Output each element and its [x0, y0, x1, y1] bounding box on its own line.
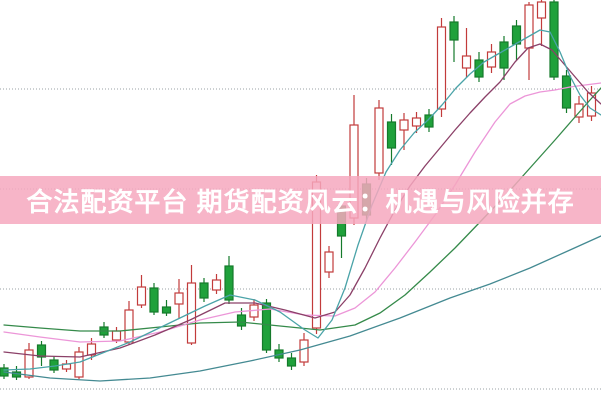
- headline-banner: 合法配资平台 期货配资风云：机遇与风险并存: [0, 176, 601, 224]
- headline-text: 合法配资平台 期货配资风云：机遇与风险并存: [26, 186, 575, 217]
